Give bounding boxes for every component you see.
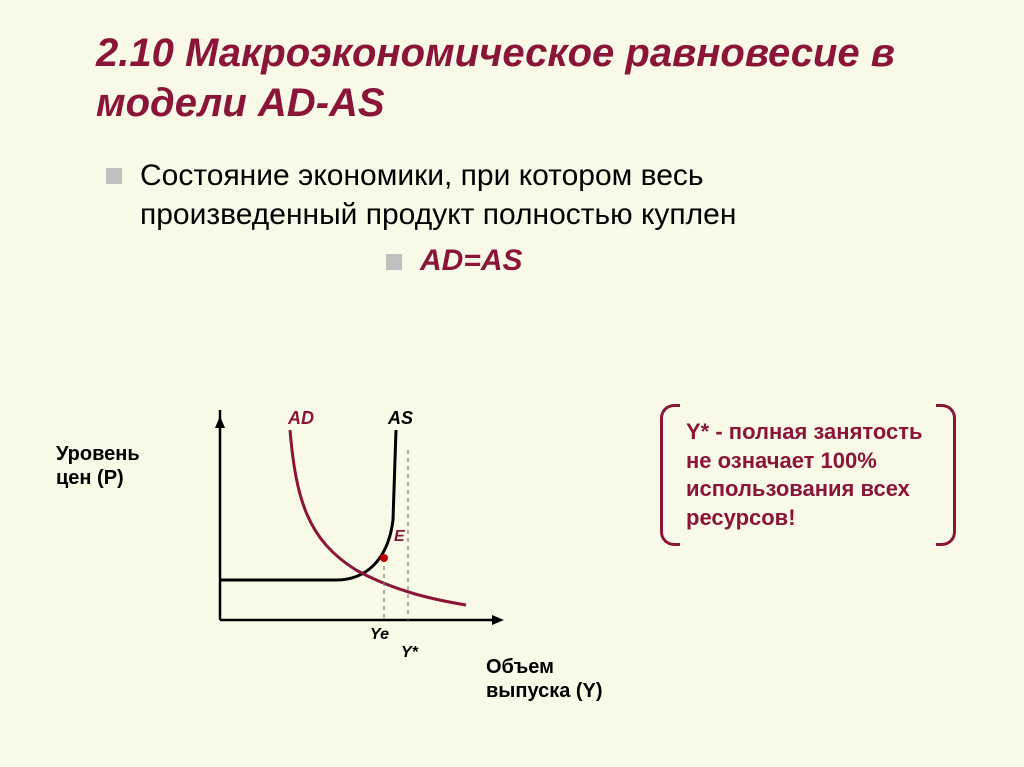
as-label: AS	[388, 408, 413, 429]
y-axis-label: Уровень цен (P)	[56, 442, 140, 490]
bullet-list: Состояние экономики, при котором весь пр…	[106, 156, 968, 278]
ystar-tick: Y*	[401, 644, 418, 662]
bullet-equation: AD=AS	[386, 244, 968, 278]
chart-svg	[196, 410, 526, 670]
y-axis-arrow	[215, 416, 225, 428]
x-axis-label: Объем выпуска (Y)	[486, 655, 603, 703]
bracket-left-icon	[660, 404, 680, 546]
slide-title: 2.10 Макроэкономическое равновесие в мод…	[96, 28, 968, 128]
e-label: E	[394, 528, 405, 546]
ye-tick: Ye	[370, 626, 389, 644]
x-axis-arrow	[492, 615, 504, 625]
as-curve	[220, 430, 396, 580]
bottom-region: Уровень цен (P) AD AS E Ye Y* Объем в	[56, 380, 968, 739]
equilibrium-dot	[380, 554, 388, 562]
ad-label: AD	[288, 408, 314, 429]
note-callout: Y* - полная занятость не означает 100% и…	[658, 400, 958, 550]
bracket-right-icon	[936, 404, 956, 546]
bullet-main: Состояние экономики, при котором весь пр…	[106, 156, 866, 234]
note-text: Y* - полная занятость не означает 100% и…	[686, 419, 923, 530]
ad-as-chart: AD AS E Ye Y*	[196, 410, 526, 690]
